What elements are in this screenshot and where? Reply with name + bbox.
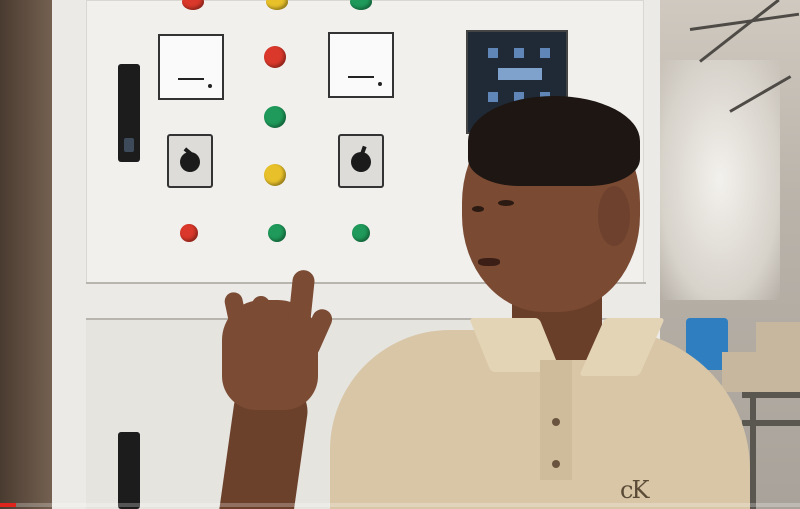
green-indicator-lamp [268,224,286,242]
ear [598,186,630,246]
yellow-indicator-lamp [264,164,286,186]
mouth [478,258,500,266]
factory-window-glow [660,60,780,300]
panel-seam [86,318,646,320]
shirt-button [552,418,560,426]
video-progress-bar[interactable] [0,503,800,507]
video-progress-fill [0,503,16,507]
selector-switch [167,134,213,188]
metal-rack [742,392,800,398]
door-handle [118,64,140,162]
finger [252,296,270,342]
shirt-button [552,460,560,468]
eye [472,206,484,212]
green-indicator-lamp [352,224,370,242]
eye [498,200,514,206]
analog-meter [328,32,394,98]
shirt-logo: cK [620,476,649,504]
red-indicator-lamp [264,46,286,68]
green-indicator-lamp [264,106,286,128]
metal-rack [742,420,800,426]
selector-switch [338,134,384,188]
hair [468,96,640,186]
red-indicator-lamp [182,0,204,10]
cardboard-box [756,322,800,392]
analog-meter [158,34,224,100]
yellow-indicator-lamp [266,0,288,10]
door-handle [118,432,140,509]
left-wall [0,0,60,509]
panel-seam [86,282,646,284]
red-indicator-lamp [180,224,198,242]
lock-icon [124,138,134,152]
green-indicator-lamp [350,0,372,10]
metal-rack [750,392,756,509]
